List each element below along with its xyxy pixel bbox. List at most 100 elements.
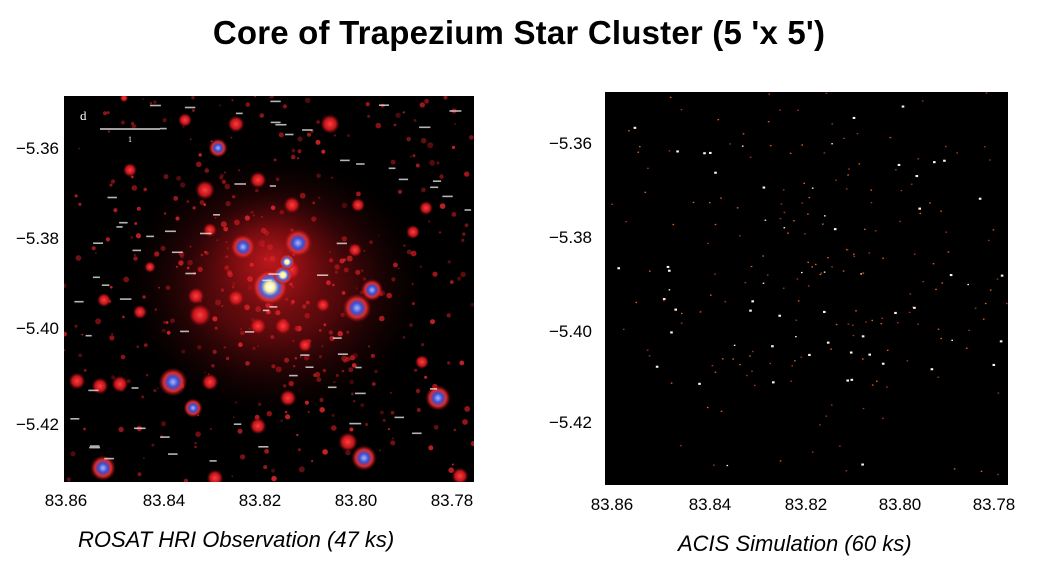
source-label-mark: [317, 274, 329, 276]
simulated-source: [830, 404, 833, 406]
background-noise: [134, 222, 138, 225]
background-noise: [270, 205, 276, 211]
simulated-source: [822, 223, 824, 225]
simulated-source: [714, 273, 716, 275]
simulated-source: [662, 299, 665, 302]
background-noise: [411, 302, 415, 306]
simulated-source: [861, 463, 864, 466]
background-noise: [402, 111, 405, 114]
background-noise: [439, 174, 444, 179]
background-noise: [194, 442, 197, 445]
simulated-source: [855, 310, 857, 312]
background-noise: [113, 208, 118, 213]
background-noise: [374, 369, 378, 374]
background-noise: [64, 349, 66, 352]
background-noise: [209, 427, 212, 431]
source-label-mark: [131, 387, 139, 389]
source-label-mark: [442, 195, 453, 198]
simulated-source: [741, 145, 744, 147]
background-noise: [237, 428, 243, 434]
background-noise: [75, 255, 82, 261]
source-label-mark: [244, 331, 255, 333]
background-noise: [204, 168, 210, 173]
background-noise: [349, 355, 356, 361]
simulated-source: [843, 137, 845, 139]
background-noise: [363, 250, 366, 252]
x-ray-source: [298, 338, 312, 352]
simulated-source: [858, 163, 861, 165]
background-noise: [305, 97, 311, 104]
background-noise: [142, 295, 146, 299]
source-label-mark: [327, 386, 337, 389]
simulated-source: [795, 336, 797, 338]
x-ray-source: [230, 234, 256, 260]
simulated-source: [762, 282, 765, 284]
background-noise: [382, 418, 386, 422]
background-noise: [225, 356, 230, 361]
simulated-source: [611, 203, 613, 205]
simulated-source: [870, 189, 872, 191]
simulated-source: [871, 319, 873, 322]
background-noise: [329, 335, 335, 342]
simulated-source: [856, 133, 859, 135]
x-ray-source: [249, 171, 267, 189]
simulated-source: [862, 407, 865, 410]
background-noise: [263, 465, 268, 470]
background-noise: [393, 123, 397, 127]
background-noise: [136, 345, 140, 348]
x-ray-source: [425, 385, 451, 411]
background-noise: [110, 285, 113, 289]
simulated-source: [870, 202, 873, 204]
rosat-caption: ROSAT HRI Observation (47 ks): [78, 527, 395, 552]
simulated-source: [751, 350, 754, 353]
simulated-source: [909, 293, 912, 295]
x-ray-source: [111, 375, 129, 393]
source-label-mark: [337, 353, 348, 355]
background-noise: [78, 353, 82, 358]
background-noise: [337, 331, 343, 337]
background-noise: [256, 345, 259, 348]
background-noise: [226, 247, 230, 250]
background-noise: [267, 244, 273, 251]
background-noise: [331, 413, 335, 417]
x-ray-source: [119, 96, 129, 103]
background-noise: [389, 391, 392, 394]
background-noise: [269, 255, 276, 262]
simulated-source: [791, 365, 793, 367]
background-noise: [409, 155, 412, 158]
background-noise: [306, 132, 312, 137]
simulated-source: [819, 424, 821, 426]
background-noise: [271, 468, 275, 473]
simulated-source: [814, 263, 817, 266]
simulated-source: [860, 273, 862, 275]
background-noise: [340, 312, 345, 318]
background-noise: [469, 135, 474, 140]
simulated-source: [913, 306, 916, 309]
background-noise: [163, 212, 167, 215]
simulated-source: [835, 323, 838, 326]
background-noise: [192, 109, 195, 112]
background-noise: [191, 96, 195, 100]
background-noise: [244, 304, 250, 311]
simulated-source: [937, 328, 940, 330]
background-noise: [316, 120, 320, 124]
background-noise: [297, 149, 302, 154]
background-noise: [316, 173, 321, 179]
simulated-source: [845, 188, 848, 190]
simulated-source: [1006, 302, 1008, 305]
simulated-source: [746, 374, 748, 377]
simulated-source: [672, 223, 675, 226]
background-noise: [232, 282, 236, 286]
simulated-source: [941, 282, 944, 284]
simulated-source: [625, 221, 627, 223]
source-label-mark: [119, 221, 128, 224]
background-noise: [319, 397, 324, 403]
background-noise: [378, 234, 380, 237]
background-noise: [302, 304, 307, 309]
simulated-source: [790, 380, 792, 382]
simulated-source: [881, 362, 885, 365]
x-ray-source: [208, 138, 228, 158]
acis-y-tick: −5.38: [549, 228, 592, 247]
background-noise: [280, 419, 283, 423]
simulated-source: [801, 271, 803, 274]
